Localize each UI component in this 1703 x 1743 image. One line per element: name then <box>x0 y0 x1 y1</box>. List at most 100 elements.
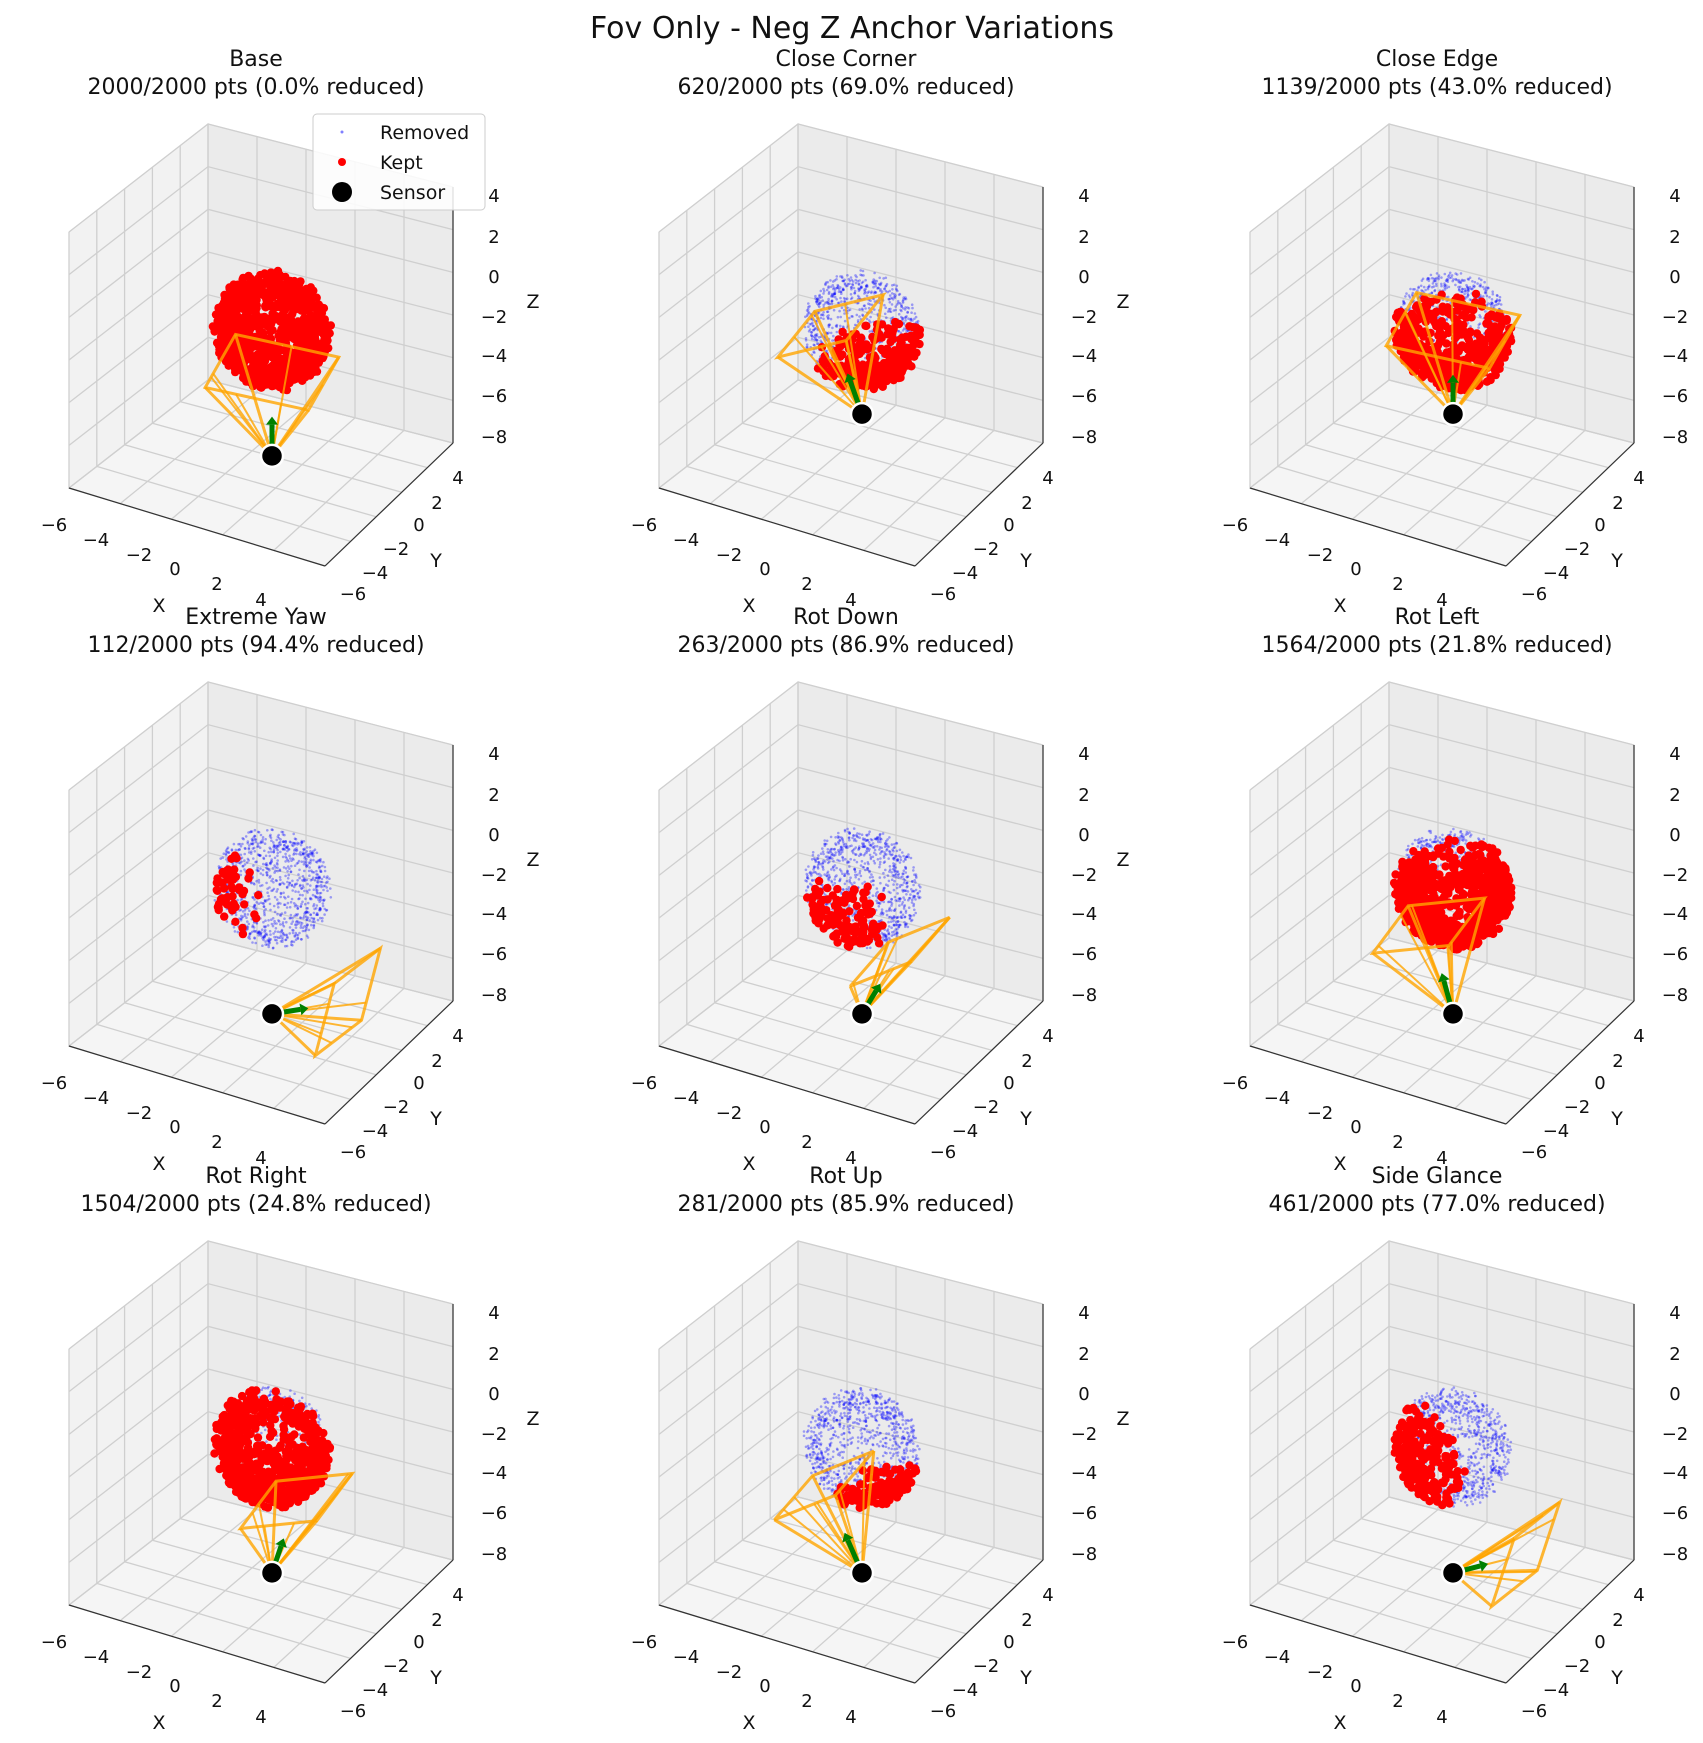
removed-point <box>1440 282 1443 286</box>
z-tick-label: −6 <box>1662 386 1689 407</box>
removed-point <box>252 864 255 867</box>
y-tick-label: 2 <box>431 1051 442 1072</box>
removed-point <box>1435 272 1439 275</box>
removed-point <box>852 286 856 290</box>
removed-point <box>851 315 854 318</box>
removed-point <box>301 900 304 904</box>
removed-point <box>883 287 887 290</box>
removed-point <box>902 877 905 881</box>
removed-point <box>1466 292 1469 295</box>
removed-point <box>276 859 280 862</box>
z-axis-label: Z <box>1116 291 1129 313</box>
removed-point <box>892 283 896 287</box>
removed-point <box>243 859 246 862</box>
removed-point <box>311 870 314 874</box>
removed-point <box>804 337 808 340</box>
removed-point <box>265 943 269 946</box>
x-tick-label: −6 <box>631 515 658 536</box>
removed-point <box>292 885 296 889</box>
z-tick-label: 0 <box>1078 267 1089 288</box>
removed-point <box>320 885 323 889</box>
kept-point <box>1488 340 1497 349</box>
removed-point <box>898 292 902 296</box>
removed-point <box>1485 294 1489 298</box>
removed-point <box>316 880 319 884</box>
y-tick-label: 0 <box>1003 1073 1014 1094</box>
removed-point <box>828 323 832 327</box>
removed-point <box>829 331 833 335</box>
removed-point <box>297 890 300 894</box>
removed-point <box>308 919 312 922</box>
kept-point <box>260 348 269 358</box>
removed-point <box>284 938 287 942</box>
removed-point <box>1484 286 1488 289</box>
z-tick-label: −4 <box>1071 346 1098 367</box>
kept-point <box>220 912 229 921</box>
removed-point <box>251 924 255 927</box>
removed-point <box>879 837 882 840</box>
removed-point <box>279 895 283 899</box>
removed-point <box>1411 291 1415 295</box>
removed-point <box>814 860 818 864</box>
kept-point <box>215 323 224 332</box>
removed-point <box>279 923 282 926</box>
kept-point <box>874 361 883 370</box>
y-axis-label: Y <box>1610 550 1623 572</box>
removed-point <box>901 913 905 916</box>
kept-point <box>878 380 887 390</box>
removed-point <box>834 853 837 857</box>
kept-point <box>290 335 299 344</box>
removed-point <box>890 904 893 907</box>
removed-point <box>886 310 890 313</box>
removed-point <box>255 922 259 925</box>
removed-point <box>272 844 276 848</box>
removed-point <box>899 911 903 914</box>
removed-point <box>847 888 851 891</box>
removed-point <box>891 288 894 291</box>
removed-point <box>308 866 311 869</box>
removed-point <box>322 884 326 888</box>
removed-point <box>325 886 329 889</box>
removed-point <box>888 836 891 839</box>
y-axis-line <box>914 442 1044 567</box>
removed-point <box>840 300 843 303</box>
removed-point <box>1435 282 1438 286</box>
removed-point <box>907 898 910 902</box>
removed-point <box>886 838 889 841</box>
removed-point <box>836 301 840 305</box>
removed-point <box>321 904 325 908</box>
kept-point <box>1496 313 1506 322</box>
removed-point <box>305 934 309 937</box>
kept-point <box>297 302 306 311</box>
removed-point <box>841 838 844 842</box>
removed-point <box>878 865 881 869</box>
removed-point <box>867 832 871 836</box>
z-tick-label: −8 <box>1071 985 1098 1006</box>
y-tick-label: −4 <box>952 1121 979 1142</box>
removed-point <box>273 864 276 867</box>
removed-point <box>322 875 326 878</box>
removed-point <box>319 870 323 873</box>
removed-point <box>837 842 840 845</box>
removed-point <box>888 298 891 301</box>
removed-point <box>863 862 867 865</box>
removed-point <box>818 296 821 300</box>
z-tick-label: −6 <box>481 944 508 965</box>
x-tick-label: −2 <box>716 545 743 566</box>
removed-point <box>266 829 269 832</box>
kept-point <box>212 885 221 895</box>
removed-point <box>256 830 260 834</box>
removed-point <box>275 844 279 848</box>
removed-point <box>849 293 853 296</box>
subplot-subtitle: 1139/2000 pts (43.0% reduced) <box>1261 75 1612 100</box>
removed-point <box>276 835 280 838</box>
removed-point <box>888 865 892 868</box>
removed-point <box>316 918 320 922</box>
removed-point <box>305 878 309 882</box>
removed-point <box>814 336 817 340</box>
removed-point <box>279 878 282 882</box>
removed-point <box>843 319 847 323</box>
removed-point <box>887 936 891 940</box>
removed-point <box>219 857 222 860</box>
